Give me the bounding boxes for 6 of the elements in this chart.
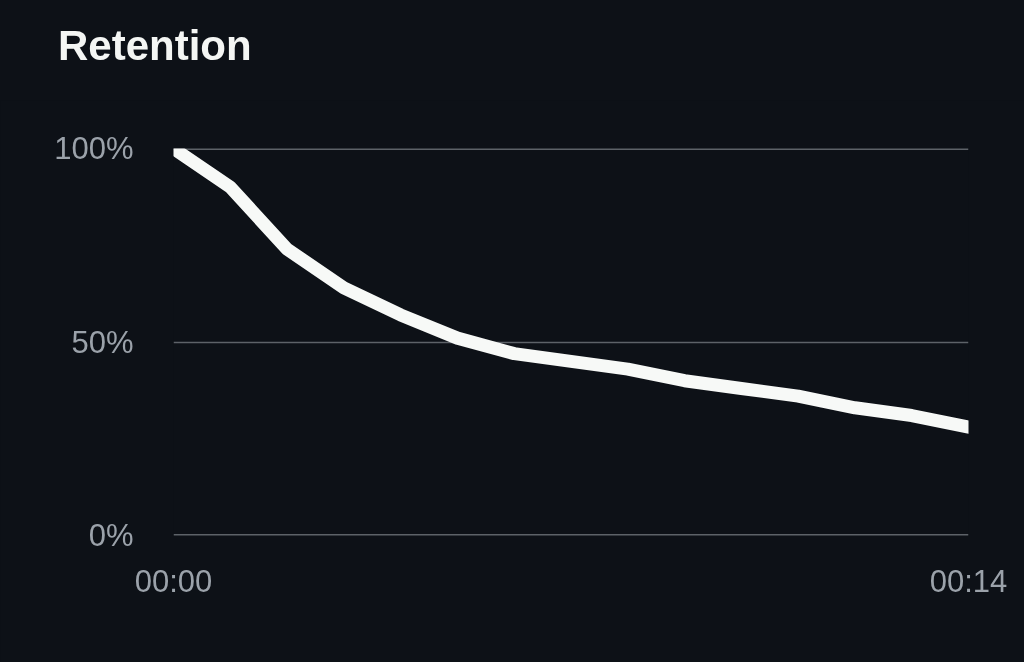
y-tick-label: 0%	[88, 518, 134, 553]
y-tick-label: 50%	[71, 324, 134, 360]
x-tick-label: 00:00	[134, 563, 213, 599]
x-tick-label: 00:14	[929, 563, 1008, 599]
chart-title: Retention	[58, 22, 252, 70]
y-tick-label: 100%	[54, 131, 134, 166]
